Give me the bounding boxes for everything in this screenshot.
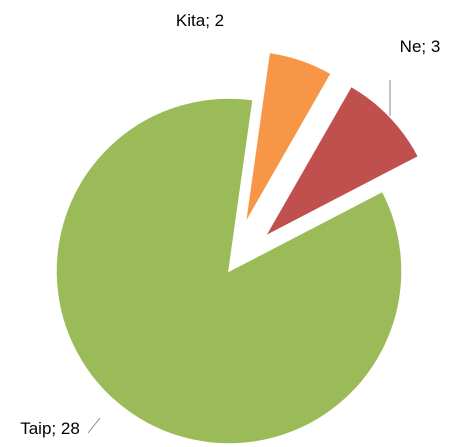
data-label: Taip; 28 bbox=[20, 419, 80, 438]
data-label: Kita; 2 bbox=[176, 11, 224, 30]
value-label: 28 bbox=[61, 419, 80, 438]
label-separator: ; bbox=[51, 419, 60, 438]
label-separator: ; bbox=[421, 37, 430, 56]
pie-slice bbox=[244, 51, 333, 225]
category-name: Taip bbox=[20, 419, 51, 438]
category-name: Kita bbox=[176, 11, 206, 30]
pie-slice bbox=[55, 97, 403, 445]
leader-line bbox=[87, 417, 101, 434]
data-label: Ne; 3 bbox=[400, 37, 441, 56]
label-separator: ; bbox=[205, 11, 214, 30]
value-label: 3 bbox=[431, 37, 440, 56]
category-name: Ne bbox=[400, 37, 422, 56]
value-label: 2 bbox=[215, 11, 224, 30]
pie-slice bbox=[263, 85, 420, 239]
